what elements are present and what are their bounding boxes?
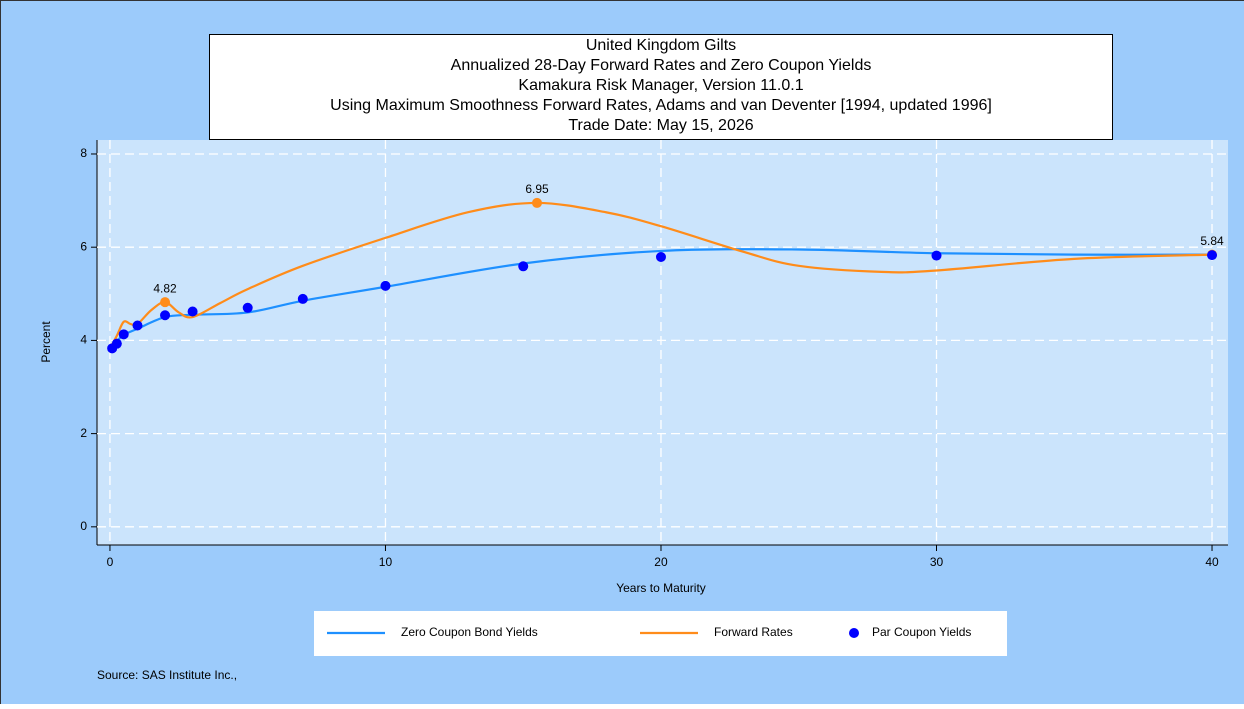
legend-label: Zero Coupon Bond Yields [401,625,538,639]
legend-symbol [849,628,859,638]
point [243,303,253,313]
title-line: Trade Date: May 15, 2026 [568,117,753,134]
legend-label: Par Coupon Yields [872,625,971,639]
data-label: 4.82 [153,281,177,295]
point [380,281,390,291]
title-line: Using Maximum Smoothness Forward Rates, … [330,97,992,114]
legend-label: Forward Rates [714,625,793,639]
y-tick-label: 0 [80,519,87,533]
point [932,251,942,261]
labeled-point [160,297,170,307]
x-tick-label: 20 [654,555,668,569]
x-tick-label: 10 [379,555,393,569]
plot-area [97,140,1228,545]
point [518,261,528,271]
source-note: Source: SAS Institute Inc., [97,668,237,682]
y-tick-label: 8 [80,146,87,160]
title-line: United Kingdom Gilts [586,37,736,54]
data-label: 5.84 [1200,234,1224,248]
title-line: Annualized 28-Day Forward Rates and Zero… [451,57,872,74]
data-label: 6.95 [525,182,549,196]
y-tick-label: 4 [80,333,87,347]
x-tick-label: 40 [1205,555,1219,569]
point [188,307,198,317]
point [112,339,122,349]
y-tick-label: 6 [80,239,87,253]
x-tick-label: 30 [930,555,944,569]
point [298,294,308,304]
y-tick-label: 2 [80,426,87,440]
x-tick-label: 0 [107,555,114,569]
x-axis-label: Years to Maturity [616,581,706,595]
y-axis-label: Percent [39,321,53,363]
point [133,320,143,330]
point [119,329,129,339]
title-line: Kamakura Risk Manager, Version 11.0.1 [518,77,803,94]
point [656,252,666,262]
point [1207,250,1217,260]
point [160,310,170,320]
labeled-point [532,198,542,208]
